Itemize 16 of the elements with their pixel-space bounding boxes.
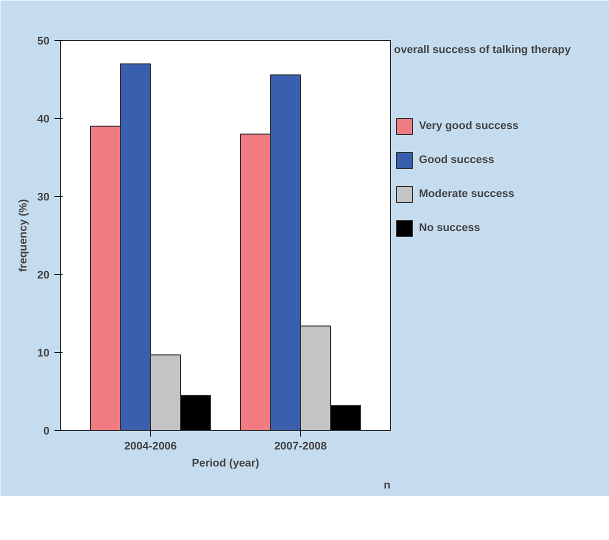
y-tick-label: 30: [37, 192, 50, 204]
y-tick-label: 50: [37, 36, 50, 48]
x-tick-label: 2004-2006: [124, 440, 177, 452]
y-tick-label: 40: [37, 114, 50, 126]
x-axis-title: Period (year): [192, 458, 260, 470]
x-tick-label: 2007-2008: [274, 440, 327, 452]
legend-label: No success: [419, 222, 480, 234]
text: n: [384, 480, 391, 492]
legend-label: Good success: [419, 154, 494, 166]
legend-label: Moderate success: [419, 188, 514, 200]
y-tick-label: 10: [37, 348, 50, 360]
y-tick-label: 20: [37, 270, 50, 282]
legend-title: overall success of talking therapy: [394, 44, 571, 56]
y-tick-label: 0: [43, 426, 50, 438]
y-axis-title: frequency (%): [17, 198, 30, 272]
legend-label: Very good success: [419, 120, 519, 132]
